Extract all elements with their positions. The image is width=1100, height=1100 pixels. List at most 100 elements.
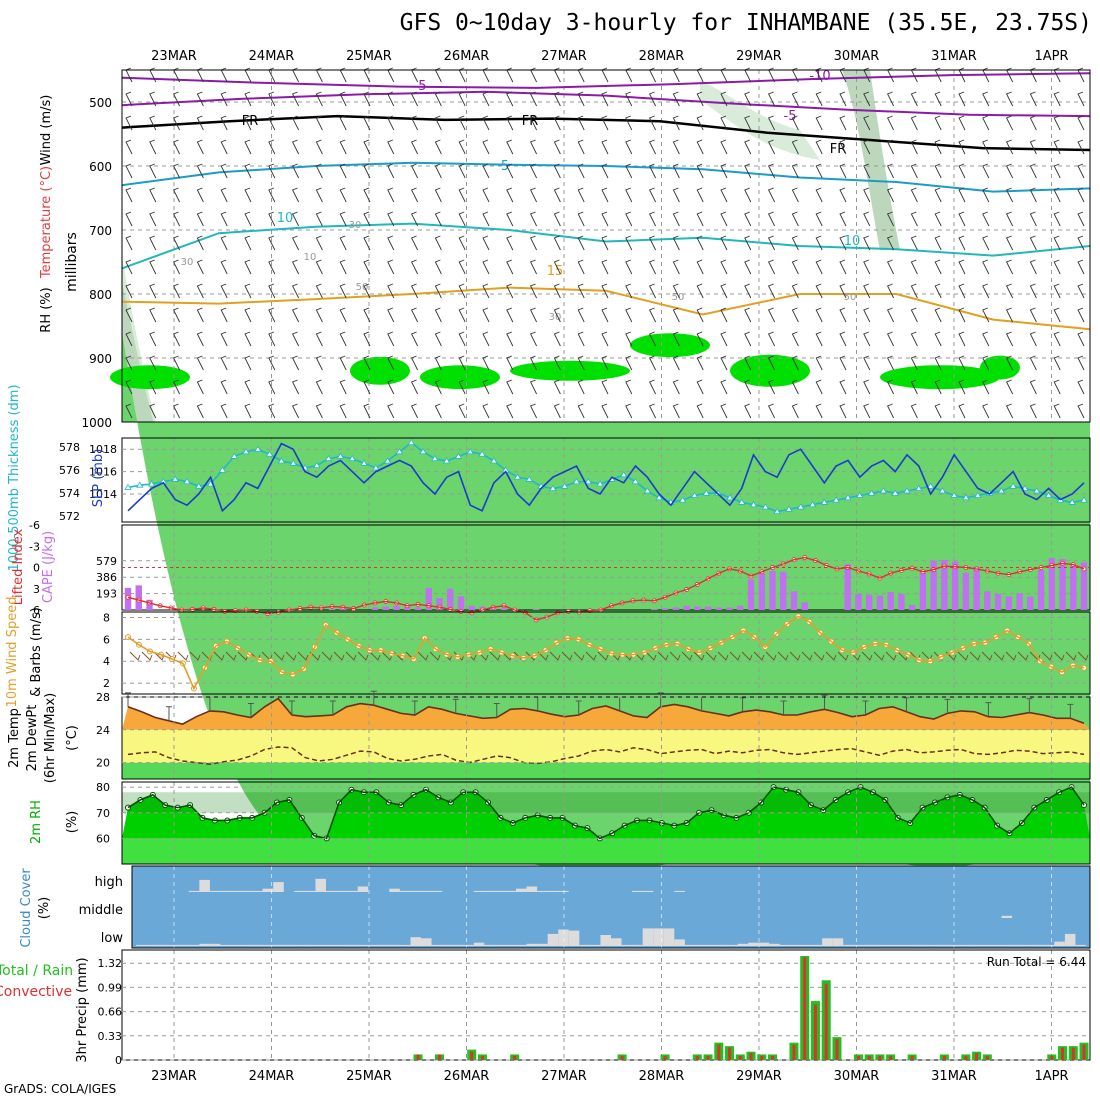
- y-tick-label: 1000: [81, 416, 112, 430]
- wind-barb: [387, 163, 395, 179]
- wind-barb: [601, 307, 609, 323]
- wind-barb: [196, 331, 204, 347]
- cloud-bar-low: [336, 944, 348, 946]
- wind-barb: [196, 283, 204, 299]
- wind-barb: [387, 235, 395, 251]
- top-date-label: 28MAR: [639, 49, 685, 64]
- wind-barb: [744, 331, 752, 347]
- wind-barb: [767, 307, 776, 323]
- wind-barb: [315, 379, 323, 395]
- rh-shade-bright: [420, 365, 500, 390]
- bottom-date-label: 23MAR: [151, 1069, 197, 1084]
- wind-barb: [767, 115, 776, 131]
- wind-barb: [648, 139, 657, 155]
- wind-barb: [625, 139, 633, 155]
- surface-wind-barb: [729, 651, 741, 661]
- wind-barb: [410, 115, 419, 131]
- temp-minmax-bar: [1067, 703, 1074, 719]
- panel-frame: [121, 69, 1091, 423]
- wind-barb: [982, 379, 990, 395]
- contour-label: 10: [844, 234, 861, 249]
- thickness-marker: [773, 507, 781, 515]
- wind-barb: [482, 139, 490, 155]
- wind-barb: [458, 187, 466, 203]
- surface-wind-barb: [969, 651, 981, 661]
- thickness-marker: [336, 452, 345, 459]
- wind-barb: [839, 307, 847, 323]
- wind-barb: [791, 331, 799, 347]
- wind-barb: [149, 139, 157, 155]
- cloud-bar-low: [621, 944, 633, 946]
- cloud-bar-high: [199, 879, 210, 892]
- rh-shade-bright: [980, 355, 1020, 380]
- wind-barbs: [125, 67, 1085, 419]
- wind-barb: [1005, 187, 1014, 203]
- wind-barb: [315, 91, 323, 107]
- wind-barb: [482, 379, 490, 395]
- wind-barb: [315, 187, 323, 203]
- wind-barb: [791, 115, 799, 131]
- thickness-marker: [832, 496, 840, 503]
- wind-barb: [529, 163, 538, 179]
- precip-conv-bar: [824, 983, 828, 1060]
- wind-barb: [196, 91, 204, 107]
- wind-barb: [744, 91, 752, 107]
- wind-barb: [1077, 187, 1085, 203]
- cloud-bar-low: [906, 944, 918, 946]
- cloud-bg: [132, 866, 1090, 948]
- wind-barb: [268, 211, 276, 227]
- wind-barb: [553, 283, 561, 299]
- cape-bar: [1027, 596, 1034, 610]
- cloud-bar-low: [938, 944, 949, 946]
- top-date-label: 29MAR: [736, 49, 782, 64]
- wind-barb: [625, 211, 633, 227]
- thickness-marker: [525, 475, 533, 482]
- wind-barb: [125, 259, 133, 275]
- surface-wind-barb: [1005, 651, 1017, 661]
- surface-wind-barb: [369, 651, 381, 661]
- temp-minmax-bar: [780, 700, 787, 716]
- wind-barb: [434, 259, 442, 275]
- cape-bar: [382, 606, 389, 610]
- wind-barb: [791, 259, 799, 275]
- wind-barb: [434, 331, 442, 347]
- cloud-bar-low: [452, 944, 464, 946]
- wind-barb: [863, 235, 871, 251]
- wind-barb: [910, 187, 918, 203]
- wind-barb: [482, 307, 490, 323]
- cape-bar: [951, 561, 959, 610]
- thickness-marker: [136, 481, 144, 488]
- wind-barb: [791, 91, 799, 107]
- wind-barb: [648, 211, 657, 227]
- cloud-bar-low: [737, 943, 749, 946]
- wind-barb: [934, 115, 942, 131]
- wind-barb: [720, 307, 728, 323]
- wind-barb: [839, 403, 847, 419]
- cape-bar: [1080, 562, 1088, 610]
- thickness-marker: [277, 457, 286, 464]
- wind-barb: [458, 91, 466, 107]
- cloud-bar-low: [579, 944, 590, 946]
- cape-bar: [1037, 570, 1045, 610]
- cloud-bar-low: [706, 944, 717, 946]
- bottom-date-label: 1APR: [1034, 1069, 1068, 1084]
- wind-barb: [815, 91, 823, 107]
- wind-barb: [577, 235, 585, 251]
- surface-wind-barb: [957, 651, 969, 661]
- wind-barb: [934, 91, 942, 107]
- wind-barb: [601, 211, 609, 227]
- wind-barb: [363, 163, 371, 179]
- thickness-marker: [195, 482, 203, 489]
- cape-bar: [447, 588, 454, 610]
- temp-minmax-bar: [821, 694, 828, 710]
- y-axis-label-minmax: (6hr Min/Max): [43, 693, 58, 783]
- wind-barb: [1077, 331, 1085, 347]
- wind-barb: [149, 379, 157, 395]
- wind-barb: [672, 355, 680, 371]
- surface-wind-barb: [549, 651, 561, 661]
- wind-barb: [863, 379, 871, 395]
- y-tick-label: 500: [89, 96, 112, 110]
- y-tick-label: 1018: [89, 443, 117, 456]
- wind-barb: [648, 91, 657, 107]
- cloud-bar-low: [315, 944, 326, 946]
